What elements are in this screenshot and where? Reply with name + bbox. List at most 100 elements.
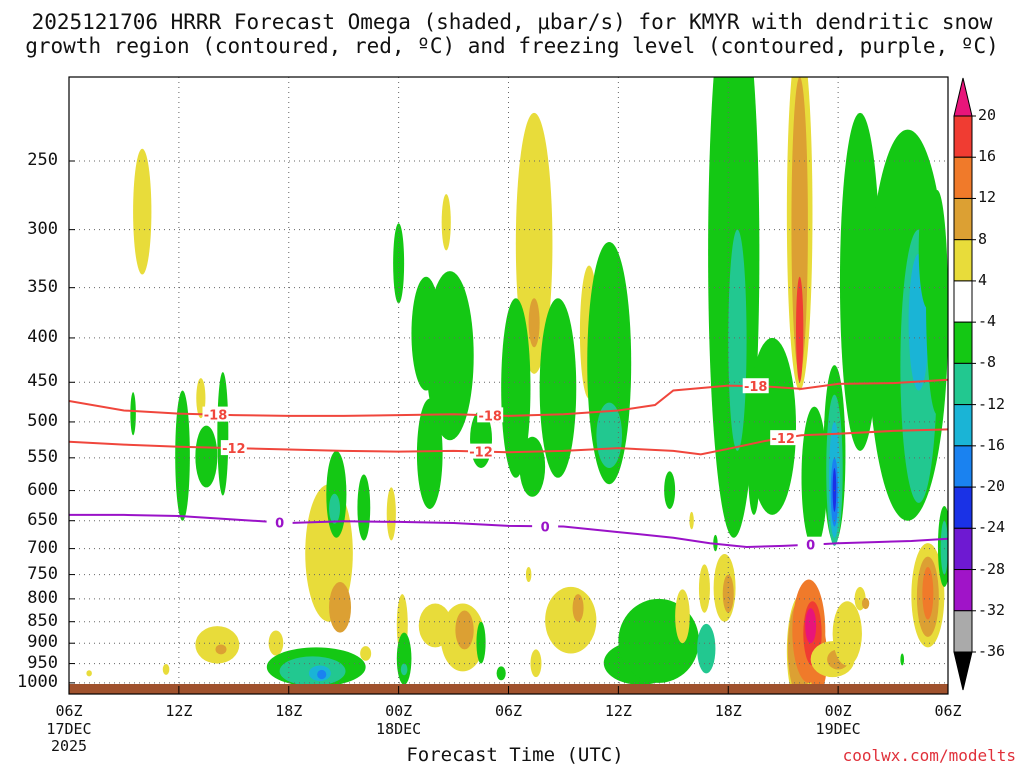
y-axis-ticks bbox=[69, 160, 75, 684]
colorbar-swatch-3 bbox=[953, 197, 973, 241]
colorbar-tick-label: 12 bbox=[978, 188, 997, 207]
contour-line-0 bbox=[69, 378, 948, 417]
contour-line-2 bbox=[69, 513, 948, 549]
colorbar-swatch-2 bbox=[953, 156, 973, 199]
omega-cell-18 bbox=[317, 669, 327, 680]
omega-cell-36 bbox=[528, 298, 540, 348]
colorbar-tick-label: -20 bbox=[978, 477, 1006, 496]
omega-cell-44 bbox=[572, 594, 584, 622]
contour-label-bg-1-2 bbox=[770, 430, 797, 446]
omega-cell-9 bbox=[215, 644, 227, 655]
x-tick-year-label: 2025 bbox=[50, 737, 88, 755]
colorbar-tick-label: -36 bbox=[978, 642, 1006, 660]
x-tick-label: 00Z bbox=[824, 702, 852, 720]
omega-cell-2 bbox=[133, 148, 152, 275]
colorbar-tick-label: 20 bbox=[978, 106, 997, 124]
omega-cell-38 bbox=[539, 298, 577, 478]
omega-cell-12 bbox=[329, 582, 352, 633]
omega-cell-39 bbox=[519, 436, 546, 497]
x-tick-label: 00Z bbox=[385, 702, 413, 720]
colorbar-swatch-14 bbox=[953, 651, 973, 691]
colorbar-swatch-8 bbox=[953, 404, 973, 447]
colorbar-swatch-6 bbox=[953, 321, 973, 364]
x-tick-date-label: 19DEC bbox=[815, 720, 861, 738]
x-tick-label: 06Z bbox=[494, 702, 523, 720]
colorbar-tick-label: -24 bbox=[978, 518, 1006, 537]
contour-label-1-2: -12 bbox=[771, 432, 795, 447]
omega-cell-62 bbox=[748, 436, 760, 515]
omega-cell-0 bbox=[86, 670, 92, 677]
omega-cell-47 bbox=[596, 402, 623, 468]
colorbar-swatch-12 bbox=[953, 569, 973, 612]
y-tick-label: 650 bbox=[27, 509, 58, 530]
y-tick-label: 900 bbox=[27, 632, 58, 653]
colorbar-tick-label: -8 bbox=[978, 353, 997, 372]
y-tick-label: 600 bbox=[27, 479, 58, 500]
y-tick-label: 550 bbox=[27, 446, 58, 467]
y-tick-label: 800 bbox=[27, 587, 58, 608]
contour-label-bg-0-0 bbox=[202, 406, 229, 422]
y-tick-label: 1000 bbox=[17, 671, 58, 692]
contour-label-1-1: -12 bbox=[469, 446, 493, 461]
omega-cell-24 bbox=[400, 663, 408, 676]
x-tick-label: 06Z bbox=[55, 702, 83, 720]
x-tick-label: 06Z bbox=[934, 702, 962, 720]
colorbar-swatch-13 bbox=[953, 610, 973, 653]
colorbar-tick-label: -4 bbox=[978, 312, 997, 331]
omega-cell-75 bbox=[801, 406, 828, 549]
omega-cell-64 bbox=[791, 77, 808, 374]
omega-cell-60 bbox=[728, 229, 747, 451]
colorbar-tick-label: 8 bbox=[978, 229, 988, 248]
x-tick-label: 18Z bbox=[275, 702, 303, 720]
omega-cell-28 bbox=[416, 398, 443, 509]
omega-cell-41 bbox=[525, 566, 532, 583]
y-tick-label: 700 bbox=[27, 537, 58, 558]
colorbar-tick-label: -28 bbox=[978, 559, 1006, 578]
x-tick-label: 12Z bbox=[165, 702, 193, 720]
colorbar-swatch-7 bbox=[953, 362, 973, 406]
omega-cell-40 bbox=[496, 666, 506, 681]
colorbar-swatch-9 bbox=[953, 445, 973, 488]
y-tick-label: 950 bbox=[27, 652, 58, 673]
omega-cell-57 bbox=[689, 511, 694, 530]
colorbar-swatch-11 bbox=[953, 527, 973, 571]
omega-cell-14 bbox=[329, 493, 341, 524]
omega-cell-30 bbox=[455, 610, 474, 650]
omega-cell-6 bbox=[217, 372, 229, 496]
contour-label-2-2: 0 bbox=[806, 539, 815, 554]
contour-label-bg-1-0 bbox=[220, 440, 247, 456]
contour-label-bg-0-1 bbox=[477, 407, 504, 423]
credit-link[interactable]: coolwx.com/modelts bbox=[842, 746, 1016, 765]
omega-cell-31 bbox=[418, 603, 452, 648]
contour-label-1-0: -12 bbox=[222, 442, 246, 457]
y-tick-label: 400 bbox=[27, 326, 58, 347]
omega-cell-35 bbox=[515, 112, 553, 374]
colorbar-swatch-0 bbox=[953, 77, 973, 117]
omega-shading bbox=[86, 77, 948, 684]
colorbar-swatch-10 bbox=[953, 486, 973, 529]
colorbar-tick-label: 4 bbox=[978, 270, 988, 289]
colorbar-tick-label: -32 bbox=[978, 600, 1006, 619]
omega-cell-71 bbox=[805, 608, 817, 644]
omega-cell-25 bbox=[393, 223, 405, 304]
x-axis-ticks bbox=[68, 686, 949, 694]
contour-label-bg-0-2 bbox=[742, 378, 769, 394]
x-tick-date-label: 18DEC bbox=[376, 720, 422, 738]
colorbar-swatch-5 bbox=[953, 280, 973, 323]
omega-cell-3 bbox=[130, 392, 136, 436]
omega-cell-13 bbox=[326, 450, 347, 538]
contour-label-2-0: 0 bbox=[275, 516, 284, 531]
omega-cell-19 bbox=[360, 646, 372, 661]
y-tick-label: 250 bbox=[27, 150, 58, 170]
chart-title-line-2: growth region (contoured, red, ºC) and f… bbox=[25, 34, 999, 58]
colorbar-swatch-1 bbox=[953, 115, 973, 158]
omega-cell-80 bbox=[832, 467, 837, 512]
colorbar-tick-label: -12 bbox=[978, 394, 1006, 413]
contour-label-2-1: 0 bbox=[541, 520, 550, 535]
x-tick-label: 18Z bbox=[714, 702, 742, 720]
contour-label-bg-2-0 bbox=[266, 514, 293, 530]
omega-cell-32 bbox=[441, 194, 451, 251]
omega-cell-42 bbox=[530, 649, 542, 678]
contour-label-0-1: -18 bbox=[478, 409, 502, 424]
